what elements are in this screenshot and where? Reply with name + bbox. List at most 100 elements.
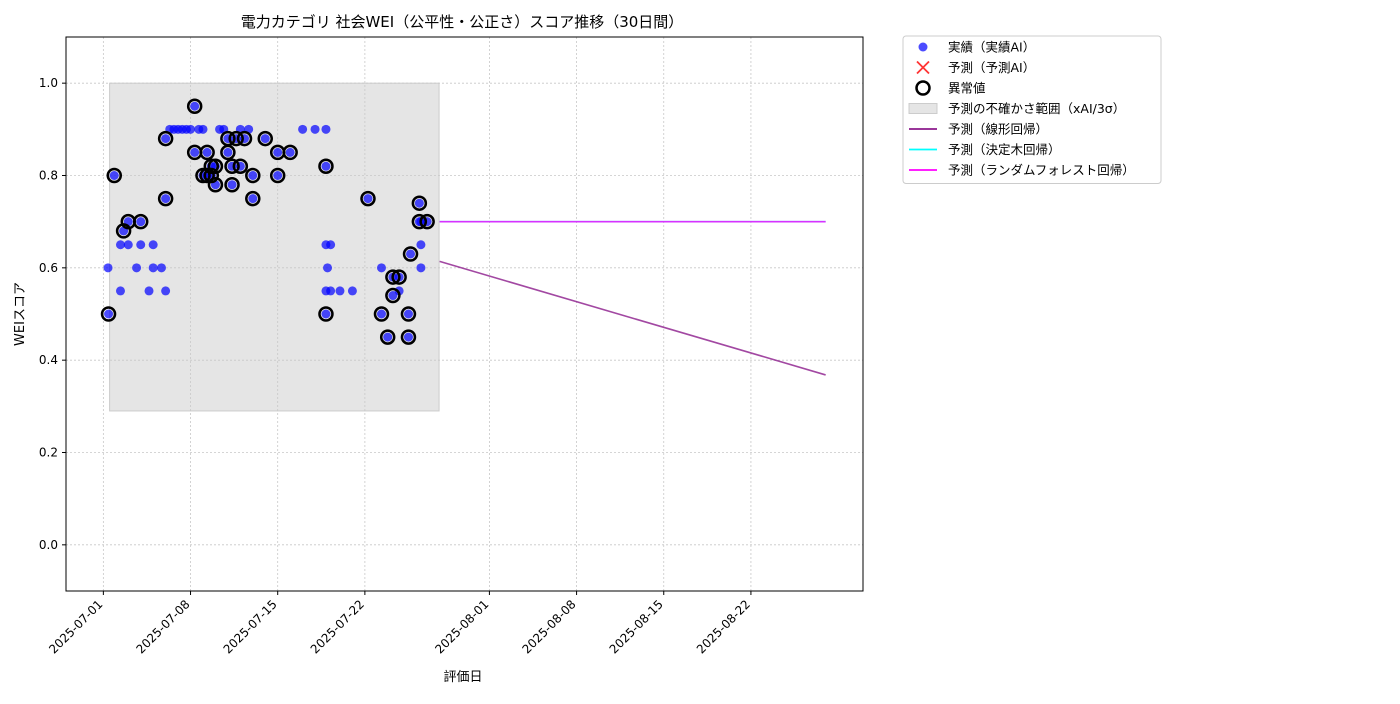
anomaly-marker (282, 144, 298, 161)
data-point (273, 171, 283, 180)
scatter-dot-icon (918, 42, 928, 52)
data-point (132, 263, 142, 273)
data-point (406, 249, 416, 259)
anomaly-marker (207, 176, 224, 193)
anomaly-marker (373, 306, 390, 322)
anomaly-marker (157, 130, 174, 147)
data-point (403, 309, 413, 319)
anomaly-marker (360, 190, 376, 207)
data-point (161, 286, 171, 296)
anomaly-marker (400, 329, 417, 345)
anomaly-marker (224, 158, 240, 175)
anomaly-marker (318, 306, 334, 322)
anomaly-marker (245, 167, 261, 184)
y-tick-label: 0.4 (39, 353, 58, 367)
anomaly-marker (132, 213, 149, 230)
data-point (326, 286, 336, 296)
data-point (144, 286, 154, 296)
anomaly-marker (100, 306, 117, 322)
data-point (136, 240, 146, 250)
anomaly-marker (236, 130, 253, 147)
anomaly-marker (411, 213, 428, 230)
data-point (123, 240, 133, 250)
data-point (186, 124, 196, 134)
legend-label: 予測（予測AI） (948, 60, 1035, 75)
anomaly-marker (199, 144, 215, 161)
data-point (321, 309, 331, 319)
legend-label: 予測の不確かさ範囲（xAI/3σ） (948, 101, 1125, 116)
data-point (414, 198, 424, 208)
y-tick-label: 1.0 (39, 76, 58, 90)
anomaly-marker (411, 195, 428, 211)
data-point (109, 171, 119, 180)
data-point (161, 134, 171, 144)
anomaly-marker (402, 246, 419, 262)
anomaly-marker (419, 213, 435, 230)
y-tick-label: 0.8 (39, 169, 58, 183)
anomaly-marker (245, 190, 261, 207)
data-point (321, 161, 331, 171)
anomaly-marker (157, 190, 174, 207)
data-point (227, 180, 237, 190)
legend-label: 異常値 (948, 81, 986, 96)
data-point (260, 134, 270, 144)
data-point (156, 263, 166, 273)
data-point (376, 263, 386, 273)
anomaly-marker (224, 176, 240, 193)
data-point (298, 124, 308, 134)
data-point (310, 124, 320, 134)
anomaly-marker (269, 167, 286, 184)
data-point (335, 286, 345, 296)
series-line (439, 260, 826, 376)
legend-frame (902, 35, 1162, 184)
legend-label: 予測（決定木回帰） (948, 142, 1061, 157)
legend-label: 実績（実績AI） (948, 40, 1035, 55)
data-point (416, 263, 426, 273)
anomaly-marker (257, 130, 273, 147)
y-tick-label: 0.0 (39, 538, 58, 552)
x-marker-icon (916, 60, 930, 75)
anomaly-marker (400, 306, 417, 322)
anomaly-marker (385, 269, 401, 285)
data-point (273, 147, 283, 157)
data-point (326, 240, 336, 250)
anomaly-marker (379, 329, 396, 345)
y-tick-label: 0.2 (39, 446, 58, 460)
data-point (416, 240, 426, 250)
data-point (103, 263, 113, 273)
data-point (285, 147, 295, 157)
anomaly-marker (228, 130, 244, 147)
data-point (190, 147, 200, 157)
x-axis-label: 評価日 (443, 670, 482, 685)
data-point (136, 217, 146, 227)
data-point (190, 101, 200, 111)
data-point (347, 286, 357, 296)
data-point (388, 291, 398, 301)
anomaly-marker (186, 98, 203, 114)
data-point (248, 194, 258, 204)
uncertainty-band (109, 82, 440, 412)
data-point (148, 263, 158, 273)
data-point (161, 194, 171, 204)
ring-marker-icon (915, 80, 931, 96)
anomaly-marker (203, 167, 220, 184)
anomaly-marker (220, 144, 236, 161)
chart-title: 電力カテゴリ 社会WEI（公平性・公正さ）スコア推移（30日間） (241, 13, 684, 31)
anomaly-marker (106, 167, 123, 184)
band-swatch-icon (908, 103, 938, 114)
anomaly-marker (207, 158, 224, 175)
data-point (403, 332, 413, 342)
plot-frame (65, 36, 864, 592)
anomaly-marker (391, 269, 407, 285)
data-point (248, 171, 258, 180)
data-point (376, 309, 386, 319)
data-point (202, 147, 212, 157)
data-point (104, 309, 114, 319)
data-point (383, 332, 393, 342)
data-point (363, 194, 373, 204)
data-point (115, 286, 125, 296)
y-axis-label: WEIスコア (13, 282, 28, 346)
